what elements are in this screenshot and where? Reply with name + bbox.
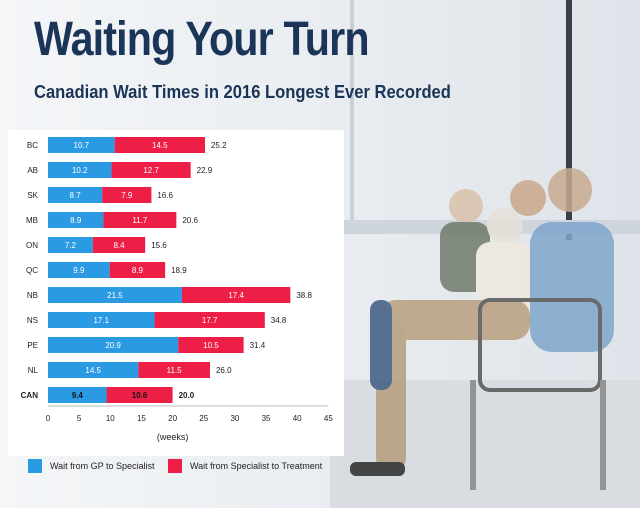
bar-value-label: 7.2 — [65, 241, 77, 250]
bar-value-label: 10.6 — [132, 391, 148, 400]
x-axis-title: (weeks) — [157, 432, 189, 442]
bar-value-label: 9.9 — [73, 266, 85, 275]
category-label: NL — [28, 366, 39, 375]
bar-total-label: 38.8 — [296, 291, 312, 300]
bar-gp — [48, 362, 139, 378]
bar-value-label: 8.9 — [132, 266, 144, 275]
x-tick-label: 25 — [199, 414, 208, 423]
category-label: PE — [27, 341, 38, 350]
x-tick-label: 30 — [230, 414, 239, 423]
bar-value-label: 8.7 — [70, 191, 82, 200]
legend-label-specialist: Wait from Specialist to Treatment — [190, 461, 323, 471]
category-label: SK — [27, 191, 38, 200]
page-subtitle: Canadian Wait Times in 2016 Longest Ever… — [34, 82, 451, 102]
bar-specialist — [106, 387, 173, 403]
page-title: Waiting Your Turn — [34, 13, 370, 66]
x-tick-label: 5 — [77, 414, 82, 423]
bar-gp — [48, 162, 112, 178]
bar-value-label: 14.5 — [85, 366, 101, 375]
bar-gp — [48, 187, 103, 203]
legend-swatch-gp — [28, 459, 42, 473]
bar-gp — [48, 287, 182, 303]
category-label: BC — [27, 141, 38, 150]
bar-value-label: 17.4 — [228, 291, 244, 300]
bar-gp — [48, 262, 110, 278]
bar-specialist — [111, 162, 191, 178]
bar-value-label: 20.9 — [105, 341, 121, 350]
bar-value-label: 8.9 — [70, 216, 82, 225]
bar-total-label: 25.2 — [211, 141, 227, 150]
bar-gp — [48, 137, 115, 153]
bar-total-label: 18.9 — [171, 266, 187, 275]
category-label: MB — [26, 216, 38, 225]
x-tick-label: 15 — [137, 414, 146, 423]
x-tick-label: 0 — [46, 414, 51, 423]
bar-specialist — [114, 137, 205, 153]
bar-total-label: 26.0 — [216, 366, 232, 375]
x-tick-label: 10 — [106, 414, 115, 423]
legend-swatch-specialist — [168, 459, 182, 473]
bar-value-label: 14.5 — [152, 141, 168, 150]
bar-specialist — [138, 362, 210, 378]
bar-value-label: 10.2 — [72, 166, 88, 175]
bar-specialist — [102, 187, 152, 203]
bar-total-label: 31.4 — [250, 341, 266, 350]
bar-total-label: 20.6 — [182, 216, 198, 225]
bar-value-label: 7.9 — [121, 191, 133, 200]
bar-gp — [48, 387, 107, 403]
bar-total-label: 16.6 — [157, 191, 173, 200]
bar-value-label: 11.5 — [167, 366, 183, 375]
bar-gp — [48, 312, 155, 328]
legend-item-gp: Wait from GP to Specialist — [28, 458, 155, 474]
bar-specialist — [154, 312, 265, 328]
legend-label-gp: Wait from GP to Specialist — [50, 461, 155, 471]
bar-specialist — [92, 237, 146, 253]
bar-value-label: 21.5 — [107, 291, 123, 300]
category-label: NS — [27, 316, 38, 325]
bar-value-label: 17.7 — [202, 316, 218, 325]
bar-total-label: 34.8 — [271, 316, 287, 325]
bar-total-label: 15.6 — [151, 241, 167, 250]
category-label: CAN — [21, 391, 39, 400]
bar-specialist — [103, 212, 177, 228]
category-label: NB — [27, 291, 38, 300]
legend-item-specialist: Wait from Specialist to Treatment — [168, 458, 322, 474]
bar-specialist — [178, 337, 244, 353]
category-label: AB — [27, 166, 38, 175]
category-label: QC — [26, 266, 38, 275]
bar-gp — [48, 212, 104, 228]
bar-value-label: 10.7 — [74, 141, 90, 150]
category-label: ON — [26, 241, 38, 250]
bar-value-label: 12.7 — [143, 166, 159, 175]
bar-value-label: 8.4 — [113, 241, 125, 250]
bar-value-label: 11.7 — [132, 216, 148, 225]
bar-value-label: 17.1 — [93, 316, 109, 325]
bar-specialist — [109, 262, 166, 278]
bar-specialist — [181, 287, 291, 303]
bar-value-label: 10.5 — [203, 341, 219, 350]
x-tick-label: 35 — [262, 414, 271, 423]
bar-gp — [48, 237, 93, 253]
bar-total-label: 22.9 — [197, 166, 213, 175]
x-tick-label: 40 — [293, 414, 302, 423]
x-tick-label: 45 — [324, 414, 333, 423]
bar-gp — [48, 337, 179, 353]
x-tick-label: 20 — [168, 414, 177, 423]
bar-value-label: 9.4 — [72, 391, 84, 400]
bar-total-label: 20.0 — [179, 391, 195, 400]
